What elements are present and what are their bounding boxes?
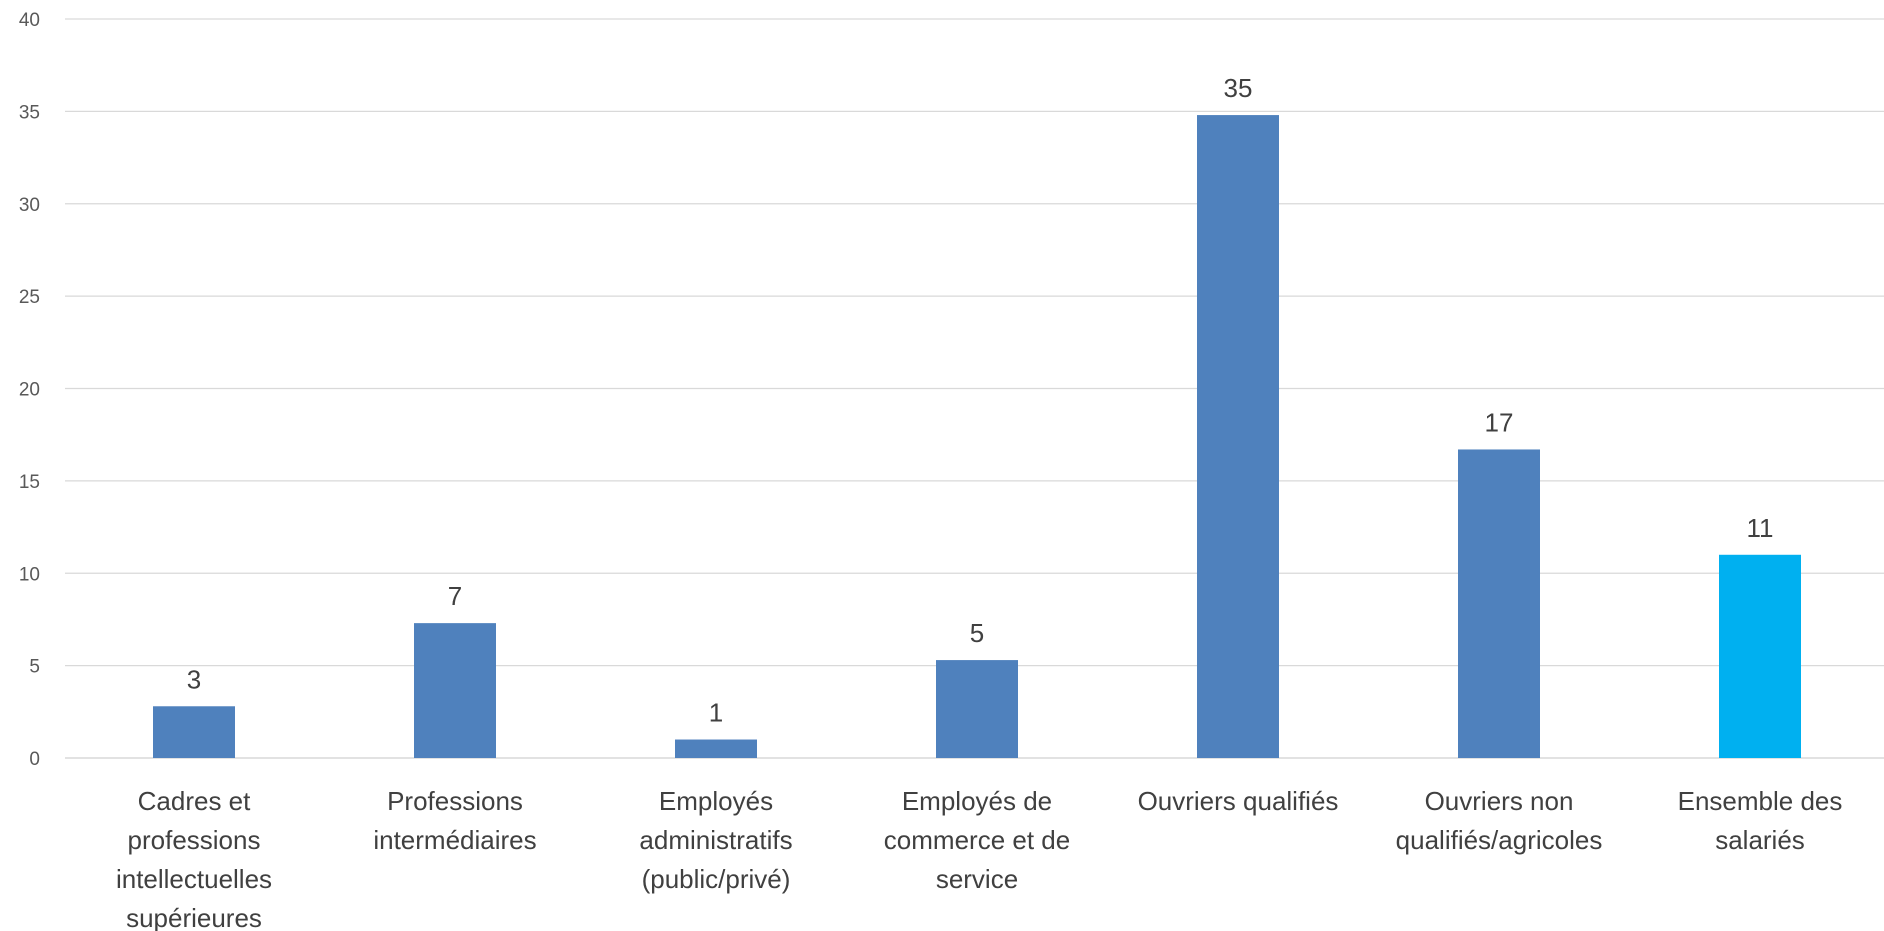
x-category-label: Cadres et professions intellectuelles supér… <box>116 786 272 931</box>
x-category-label: Ouvriers non qualifiés/agricoles <box>1396 786 1603 855</box>
bar-data-label: 5 <box>970 618 984 648</box>
x-category-label-line: administratifs <box>639 825 792 855</box>
x-category-label: Employés de commerce et de service <box>884 786 1070 894</box>
x-category-label-line: Ensemble des <box>1678 786 1843 816</box>
x-category-label-line: intellectuelles <box>116 864 272 894</box>
bar <box>153 706 235 758</box>
x-category-label: Ouvriers qualifiés <box>1138 786 1339 816</box>
gridlines <box>65 18 1884 759</box>
x-category-label-line: salariés <box>1715 825 1805 855</box>
bar-data-label: 17 <box>1485 407 1514 437</box>
y-tick-label: 35 <box>19 102 40 123</box>
bar <box>1458 449 1540 758</box>
bar-data-label: 35 <box>1224 73 1253 103</box>
bar <box>1197 115 1279 758</box>
data-labels: 3 7 1 5 35 17 11 <box>187 73 1774 727</box>
x-category-label-line: commerce et de <box>884 825 1070 855</box>
x-category-label-line: supérieures <box>126 903 262 931</box>
bar-data-label: 11 <box>1747 513 1774 543</box>
x-category-label: Professions intermédiaires <box>373 786 536 855</box>
x-category-label-line: Cadres et <box>138 786 251 816</box>
bars <box>153 115 1801 758</box>
bar <box>414 623 496 758</box>
x-category-label-line: Ouvriers non <box>1425 786 1574 816</box>
bar <box>936 660 1018 758</box>
bar <box>1719 554 1801 758</box>
x-category-label-line: intermédiaires <box>373 825 536 855</box>
x-category-label-line: Professions <box>387 786 523 816</box>
bar <box>675 739 757 758</box>
bar-data-label: 7 <box>448 581 462 611</box>
x-category-label-line: Employés <box>659 786 773 816</box>
x-category-label: Ensemble des salariés <box>1678 786 1843 855</box>
y-tick-label: 5 <box>29 657 40 678</box>
x-category-label-line: professions <box>128 825 261 855</box>
y-tick-label: 0 <box>29 749 40 770</box>
x-category-label-line: Employés de <box>902 786 1052 816</box>
y-tick-label: 25 <box>19 287 40 308</box>
x-category-label-line: (public/privé) <box>642 864 791 894</box>
bar-data-label: 3 <box>187 664 201 694</box>
y-tick-label: 20 <box>19 380 40 401</box>
x-category-label: Employés administratifs (public/privé) <box>639 786 792 894</box>
y-tick-label: 10 <box>19 564 40 585</box>
y-axis-tick-labels: 0 5 10 15 20 25 30 35 40 <box>19 10 40 770</box>
x-category-label-line: Ouvriers qualifiés <box>1138 786 1339 816</box>
y-tick-label: 15 <box>19 472 40 493</box>
category-labels: Cadres et professions intellectuelles supér… <box>116 786 1842 931</box>
x-category-label-line: service <box>936 864 1018 894</box>
bar-data-label: 1 <box>709 698 723 728</box>
y-tick-label: 40 <box>19 10 40 31</box>
x-category-label-line: qualifiés/agricoles <box>1396 825 1603 855</box>
y-tick-label: 30 <box>19 195 40 216</box>
